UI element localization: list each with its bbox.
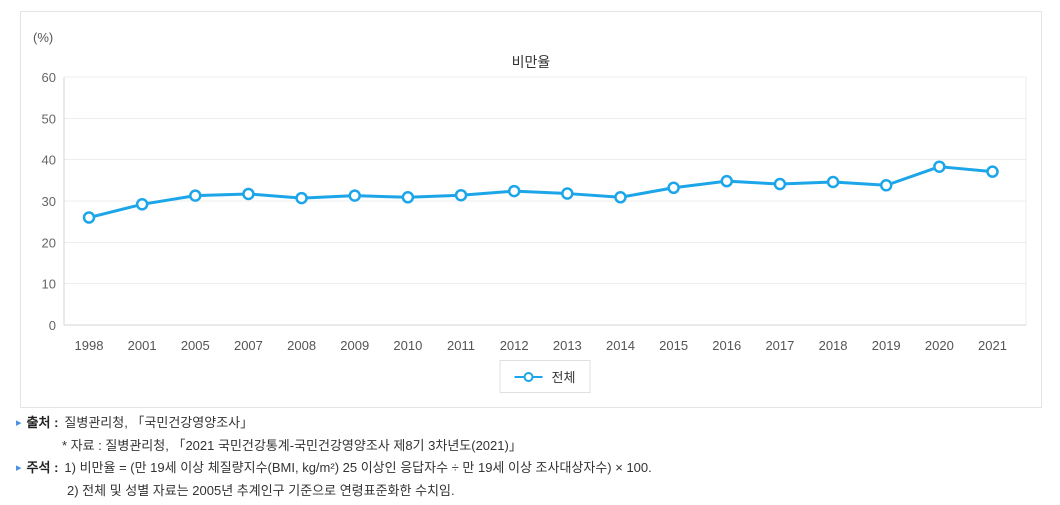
svg-text:2008: 2008 (287, 338, 316, 353)
svg-text:2019: 2019 (872, 338, 901, 353)
source-sub-text: * 자료 : 질병관리청, 「2021 국민건강통계-국민건강영양조사 제8기 … (62, 438, 522, 453)
svg-text:2014: 2014 (606, 338, 635, 353)
source-sub-row: * 자료 : 질병관리청, 「2021 국민건강통계-국민건강영양조사 제8기 … (16, 435, 1046, 457)
note-bullet-icon: ▸ (16, 462, 22, 474)
legend[interactable]: 전체 (499, 360, 591, 393)
note-row: ▸ 주석 : 1) 비만율 = (만 19세 이상 체질량지수(BMI, kg/m²… (16, 457, 1046, 480)
svg-text:2018: 2018 (819, 338, 848, 353)
svg-text:2015: 2015 (659, 338, 688, 353)
svg-text:2017: 2017 (765, 338, 794, 353)
svg-text:2007: 2007 (234, 338, 263, 353)
svg-text:0: 0 (49, 318, 56, 333)
svg-text:10: 10 (42, 277, 56, 292)
note2-text: 2) 전체 및 성별 자료는 2005년 추계인구 기준으로 연령표준화한 수치… (67, 483, 455, 498)
svg-text:2016: 2016 (712, 338, 741, 353)
chart-title: 비만율 (511, 54, 551, 70)
note1-text: 1) 비만율 = (만 19세 이상 체질량지수(BMI, kg/m²) 25 … (64, 460, 652, 475)
source-row: ▸ 출처 : 질병관리청, 「국민건강영양조사」 (16, 412, 1046, 435)
svg-text:2001: 2001 (128, 338, 157, 353)
source-label: 출처 : (26, 415, 59, 430)
svg-text:1998: 1998 (75, 338, 104, 353)
legend-circle-icon (523, 371, 534, 382)
legend-line-marker-icon (514, 371, 543, 383)
svg-text:2009: 2009 (340, 338, 369, 353)
svg-text:40: 40 (42, 153, 56, 168)
svg-text:2012: 2012 (500, 338, 529, 353)
line-chart: 0 10 20 30 40 50 60 1998 2001 2005 2007 2008 2009 201… (42, 70, 1027, 353)
svg-text:2011: 2011 (447, 338, 475, 353)
note-label: 주석 : (26, 460, 59, 475)
note-bullet-icon: ▸ (16, 417, 22, 429)
legend-label: 전체 (551, 370, 576, 385)
note2-row: 2) 전체 및 성별 자료는 2005년 추계인구 기준으로 연령표준화한 수치… (16, 480, 1046, 502)
svg-text:20: 20 (42, 235, 56, 250)
chart-card: (%) 비만율 0 10 20 30 40 50 60 1998 2001 2005 2007 200… (20, 11, 1042, 408)
source-text: 질병관리청, 「국민건강영양조사」 (64, 415, 254, 430)
svg-text:2020: 2020 (925, 338, 954, 353)
y-axis-unit-label: (%) (33, 30, 54, 45)
footer-notes: ▸ 출처 : 질병관리청, 「국민건강영양조사」 * 자료 : 질병관리청, 「20… (16, 412, 1046, 502)
svg-text:2005: 2005 (181, 338, 210, 353)
svg-text:2021: 2021 (978, 338, 1007, 353)
svg-text:50: 50 (42, 111, 56, 126)
svg-text:60: 60 (42, 70, 56, 85)
svg-text:2010: 2010 (393, 338, 422, 353)
svg-text:30: 30 (42, 194, 56, 209)
svg-text:2013: 2013 (553, 338, 582, 353)
